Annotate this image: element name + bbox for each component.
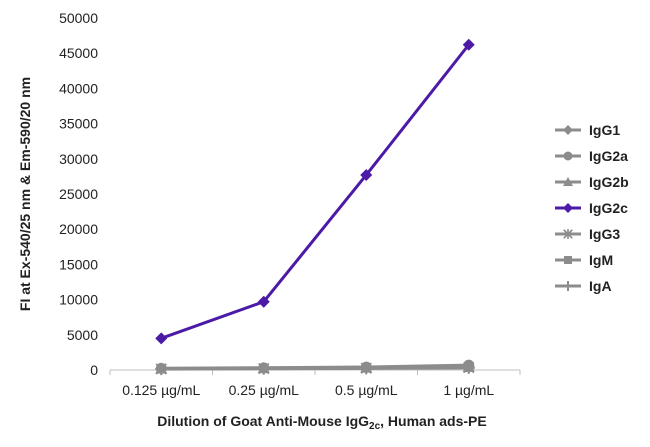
y-tick-label: 40000 bbox=[59, 80, 98, 96]
legend-item-igg2a: IgG2a bbox=[555, 148, 628, 164]
x-axis-title-subscript: 2c bbox=[369, 421, 381, 432]
data-point-iga bbox=[257, 362, 270, 375]
series-igg2c bbox=[155, 38, 475, 345]
x-axis-ticks: 0.125 µg/mL 0.25 µg/mL 0.5 µg/mL 1 µg/mL bbox=[109, 370, 521, 398]
legend-marker-igm bbox=[564, 256, 572, 264]
y-tick-label: 45000 bbox=[59, 45, 98, 61]
data-point-igg2c bbox=[360, 168, 373, 181]
data-point-iga bbox=[360, 362, 373, 375]
x-axis-title-part-2: , Human ads-PE bbox=[380, 413, 487, 429]
y-tick-label: 5000 bbox=[67, 327, 98, 343]
y-tick-label: 20000 bbox=[59, 221, 98, 237]
legend-label: IgG2a bbox=[589, 148, 628, 164]
legend-item-igg3: IgG3 bbox=[555, 226, 620, 242]
data-point-igg2c bbox=[462, 38, 475, 51]
data-point-igg2c bbox=[257, 295, 270, 308]
legend-label: IgA bbox=[589, 278, 612, 294]
legend-item-igg2c: IgG2c bbox=[555, 200, 628, 216]
x-tick-label: 0.5 µg/mL bbox=[335, 382, 398, 398]
legend-label: IgG1 bbox=[589, 122, 620, 138]
y-axis-title: FI at Ex-540/25 nm & Em-590/20 nm bbox=[17, 77, 33, 311]
legend-item-igg1: IgG1 bbox=[555, 122, 620, 138]
y-tick-label: 25000 bbox=[59, 186, 98, 202]
y-tick-label: 30000 bbox=[59, 151, 98, 167]
legend-label: IgG2c bbox=[589, 200, 628, 216]
y-tick-label: 10000 bbox=[59, 292, 98, 308]
x-axis-title-part-1: Dilution of Goat Anti-Mouse IgG bbox=[157, 413, 369, 429]
x-tick-label: 0.25 µg/mL bbox=[229, 382, 300, 398]
legend-marker-igg2b bbox=[563, 177, 573, 186]
y-tick-label: 35000 bbox=[59, 116, 98, 132]
series-line-iga bbox=[161, 366, 469, 371]
legend-item-iga: IgA bbox=[555, 278, 612, 294]
series-line-igg2c bbox=[160, 43, 470, 340]
data-point-iga bbox=[155, 363, 168, 376]
legend-item-igm: IgM bbox=[555, 252, 613, 268]
legend-marker-igg2a bbox=[563, 151, 573, 161]
legend-item-igg2b: IgG2b bbox=[555, 174, 629, 190]
legend-marker-igg2c bbox=[563, 203, 573, 213]
x-axis-title: Dilution of Goat Anti-Mouse IgG2c, Human… bbox=[157, 413, 487, 432]
y-tick-label: 15000 bbox=[59, 256, 98, 272]
y-tick-label: 50000 bbox=[59, 10, 98, 26]
legend: IgG1 IgG2a IgG2b IgG2c IgG3 IgM IgA bbox=[555, 122, 629, 294]
series-layer bbox=[155, 38, 475, 376]
y-axis-ticks: 0 5000 10000 15000 20000 25000 30000 35000 40000… bbox=[59, 10, 98, 378]
legend-marker-igg3 bbox=[563, 229, 573, 239]
legend-label: IgM bbox=[589, 252, 613, 268]
legend-marker-igg1 bbox=[563, 125, 573, 135]
x-tick-label: 0.125 µg/mL bbox=[122, 382, 200, 398]
legend-marker-iga bbox=[563, 281, 573, 291]
data-point-igg2c bbox=[155, 332, 168, 345]
y-tick-label: 0 bbox=[90, 362, 98, 378]
legend-label: IgG3 bbox=[589, 226, 620, 242]
x-tick-label: 1 µg/mL bbox=[443, 382, 494, 398]
series-iga bbox=[155, 361, 475, 376]
legend-label: IgG2b bbox=[589, 174, 629, 190]
data-point-iga bbox=[462, 361, 475, 374]
